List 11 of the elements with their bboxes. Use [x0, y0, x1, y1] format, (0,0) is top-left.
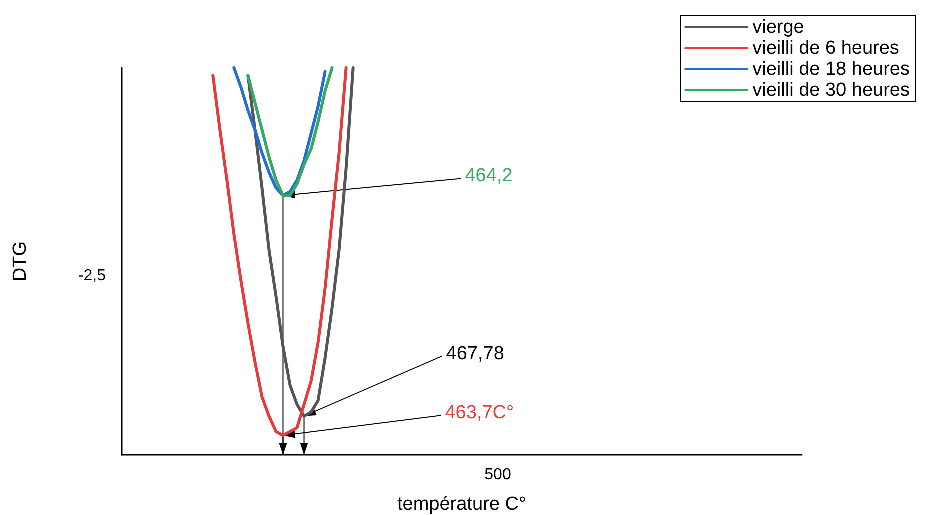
legend-label: vieilli de 30 heures: [752, 80, 910, 101]
legend-label: vierge: [752, 17, 804, 38]
text: -2,5: [78, 268, 106, 284]
legend-label: vieilli de 18 heures: [752, 59, 910, 80]
legend-label: vieilli de 6 heures: [752, 38, 900, 59]
annotation: 464,2: [465, 166, 513, 187]
annotation: 463,7C°: [445, 402, 514, 424]
text: 500: [484, 466, 512, 484]
annotation: 467,78: [446, 343, 504, 364]
x-axis-title: température C°: [397, 494, 527, 515]
y-axis-title: DTG: [10, 241, 31, 282]
